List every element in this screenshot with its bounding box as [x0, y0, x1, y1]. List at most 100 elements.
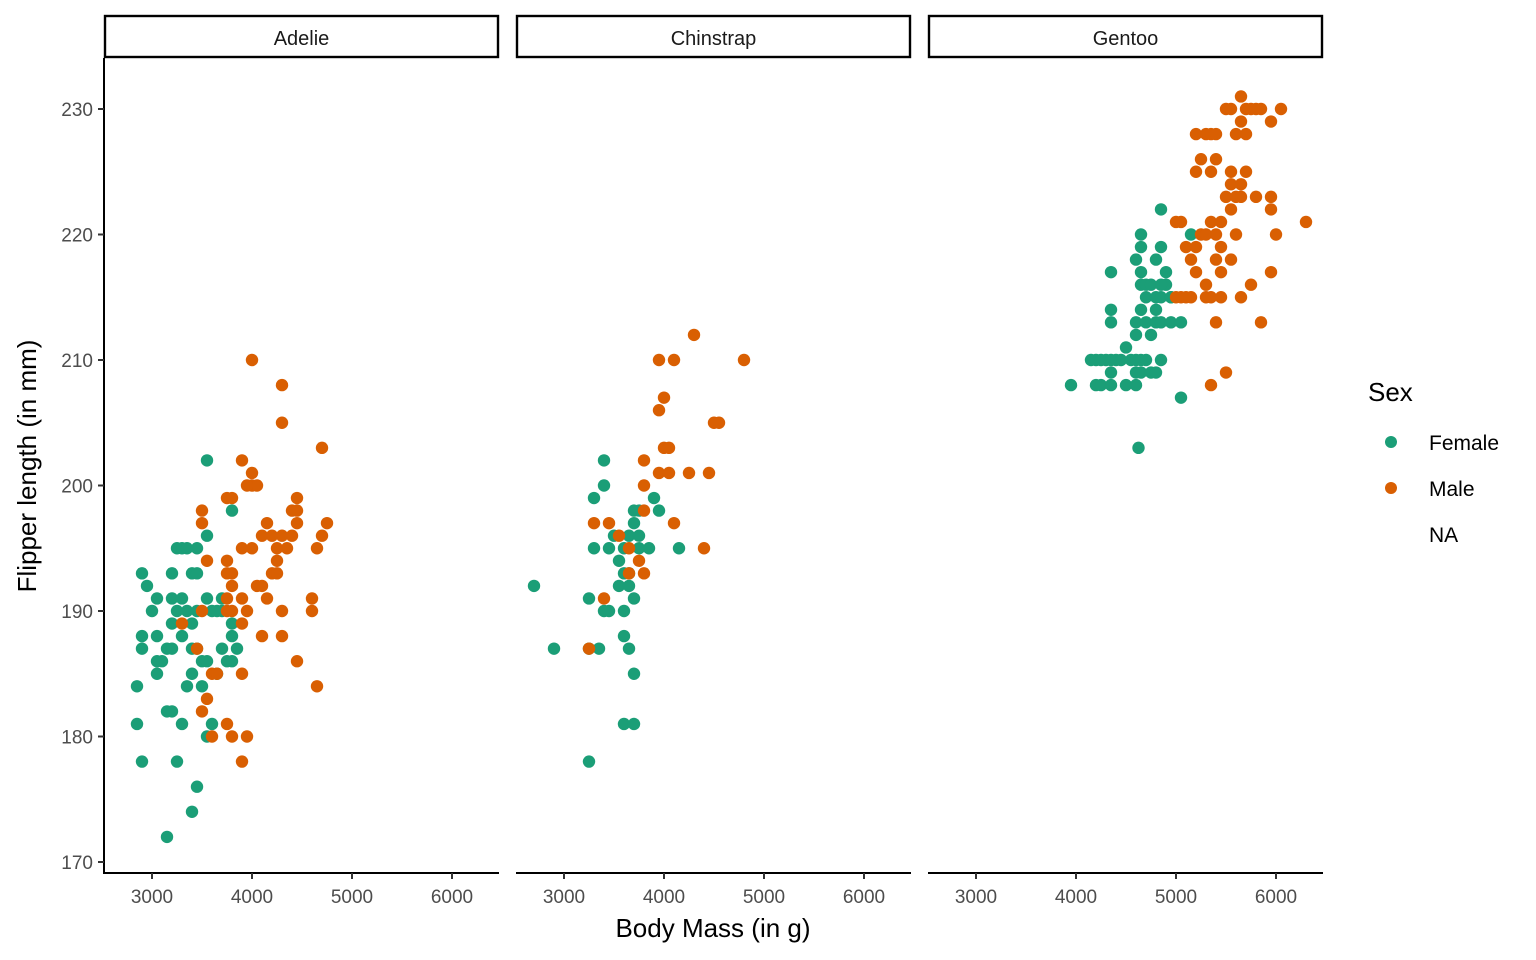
point-male — [195, 516, 209, 530]
point-male — [275, 604, 289, 618]
point-female — [1094, 378, 1108, 392]
point-female — [200, 592, 214, 605]
point-male — [195, 604, 209, 618]
point-male — [175, 617, 189, 630]
point-female — [150, 592, 164, 605]
point-male — [687, 328, 701, 342]
point-male — [275, 529, 289, 542]
point-male — [1189, 165, 1203, 178]
point-male — [1204, 215, 1218, 229]
point-male — [1209, 316, 1223, 329]
point-male — [1189, 240, 1203, 254]
point-male — [657, 391, 671, 404]
point-male — [1264, 203, 1278, 216]
point-male — [1224, 102, 1238, 116]
point-male — [1204, 165, 1218, 178]
point-male — [1249, 190, 1263, 204]
point-male — [1214, 291, 1228, 304]
point-male — [652, 466, 666, 480]
point-male — [1204, 291, 1218, 304]
x-tick-label: 6000 — [431, 887, 473, 908]
point-female — [632, 529, 646, 542]
point-female — [647, 491, 661, 505]
facet-panel-gentoo: Gentoo 3000 4000 5000 6000 — [927, 14, 1324, 908]
y-axis: 170 180 190 200 210 220 230 — [61, 58, 105, 874]
x-tick-label: 6000 — [843, 887, 885, 908]
point-male — [637, 479, 651, 492]
point-female — [160, 830, 174, 844]
point-female — [130, 680, 144, 693]
point-male — [1209, 153, 1223, 166]
point-female — [175, 629, 189, 643]
point-male — [637, 567, 651, 580]
point-female — [1129, 316, 1143, 329]
point-male — [220, 717, 234, 731]
point-female — [1104, 265, 1118, 279]
point-female — [1119, 378, 1133, 392]
point-male — [245, 353, 259, 367]
point-male — [210, 667, 224, 680]
point-male — [1204, 378, 1218, 392]
point-male — [290, 491, 304, 505]
point-female — [180, 680, 194, 693]
point-female — [145, 604, 159, 618]
point-male — [245, 466, 259, 480]
point-female — [1132, 441, 1145, 455]
point-male — [662, 441, 676, 455]
point-male — [275, 629, 289, 643]
point-female — [180, 604, 194, 618]
point-male — [205, 730, 219, 743]
point-female — [205, 717, 219, 731]
point-male — [1219, 366, 1233, 379]
point-female — [1149, 253, 1163, 266]
point-female — [180, 542, 194, 555]
point-female — [165, 617, 179, 630]
point-male — [1219, 190, 1233, 204]
point-male — [260, 592, 274, 605]
point-male — [1214, 265, 1228, 279]
facet-panels: Adelie 3000 4000 5000 6000 Chinstrap 3000 4000 5… — [103, 14, 1324, 908]
point-male — [1189, 265, 1203, 279]
points-chinstrap — [527, 328, 751, 768]
facet-strip-label: Adelie — [274, 28, 330, 50]
point-female — [622, 642, 636, 655]
point-female — [215, 642, 229, 655]
point-female — [622, 579, 636, 593]
y-tick-label: 210 — [61, 351, 93, 372]
point-female — [622, 529, 636, 542]
point-female — [200, 454, 214, 467]
point-female — [672, 542, 686, 555]
point-male — [587, 516, 601, 530]
x-tick-label: 3000 — [131, 887, 173, 908]
point-male — [235, 454, 249, 467]
x-tick-label: 5000 — [331, 887, 373, 908]
point-female — [1154, 353, 1168, 367]
point-male — [1189, 127, 1203, 141]
point-male — [1199, 228, 1213, 241]
point-female — [1104, 316, 1118, 329]
x-tick-label: 5000 — [743, 887, 785, 908]
point-female — [632, 542, 646, 555]
point-female — [602, 604, 616, 618]
x-tick-label: 4000 — [231, 887, 273, 908]
facet-strip-chinstrap — [515, 14, 912, 59]
x-tick-label: 4000 — [643, 887, 685, 908]
point-female — [1139, 353, 1153, 367]
point-male — [235, 542, 249, 555]
legend-title: Sex — [1368, 377, 1413, 407]
point-male — [1224, 178, 1238, 191]
point-female — [175, 717, 189, 731]
point-male — [310, 542, 324, 555]
point-male — [1224, 165, 1238, 178]
point-female — [185, 805, 199, 818]
point-male — [225, 730, 239, 743]
point-female — [617, 717, 631, 731]
point-female — [1184, 228, 1198, 241]
point-male — [1174, 215, 1188, 229]
point-male — [1194, 153, 1208, 166]
point-male — [1184, 291, 1198, 304]
x-tick-label: 4000 — [1055, 887, 1097, 908]
point-male — [1264, 265, 1278, 279]
point-female — [1154, 291, 1168, 304]
point-female — [200, 529, 214, 542]
